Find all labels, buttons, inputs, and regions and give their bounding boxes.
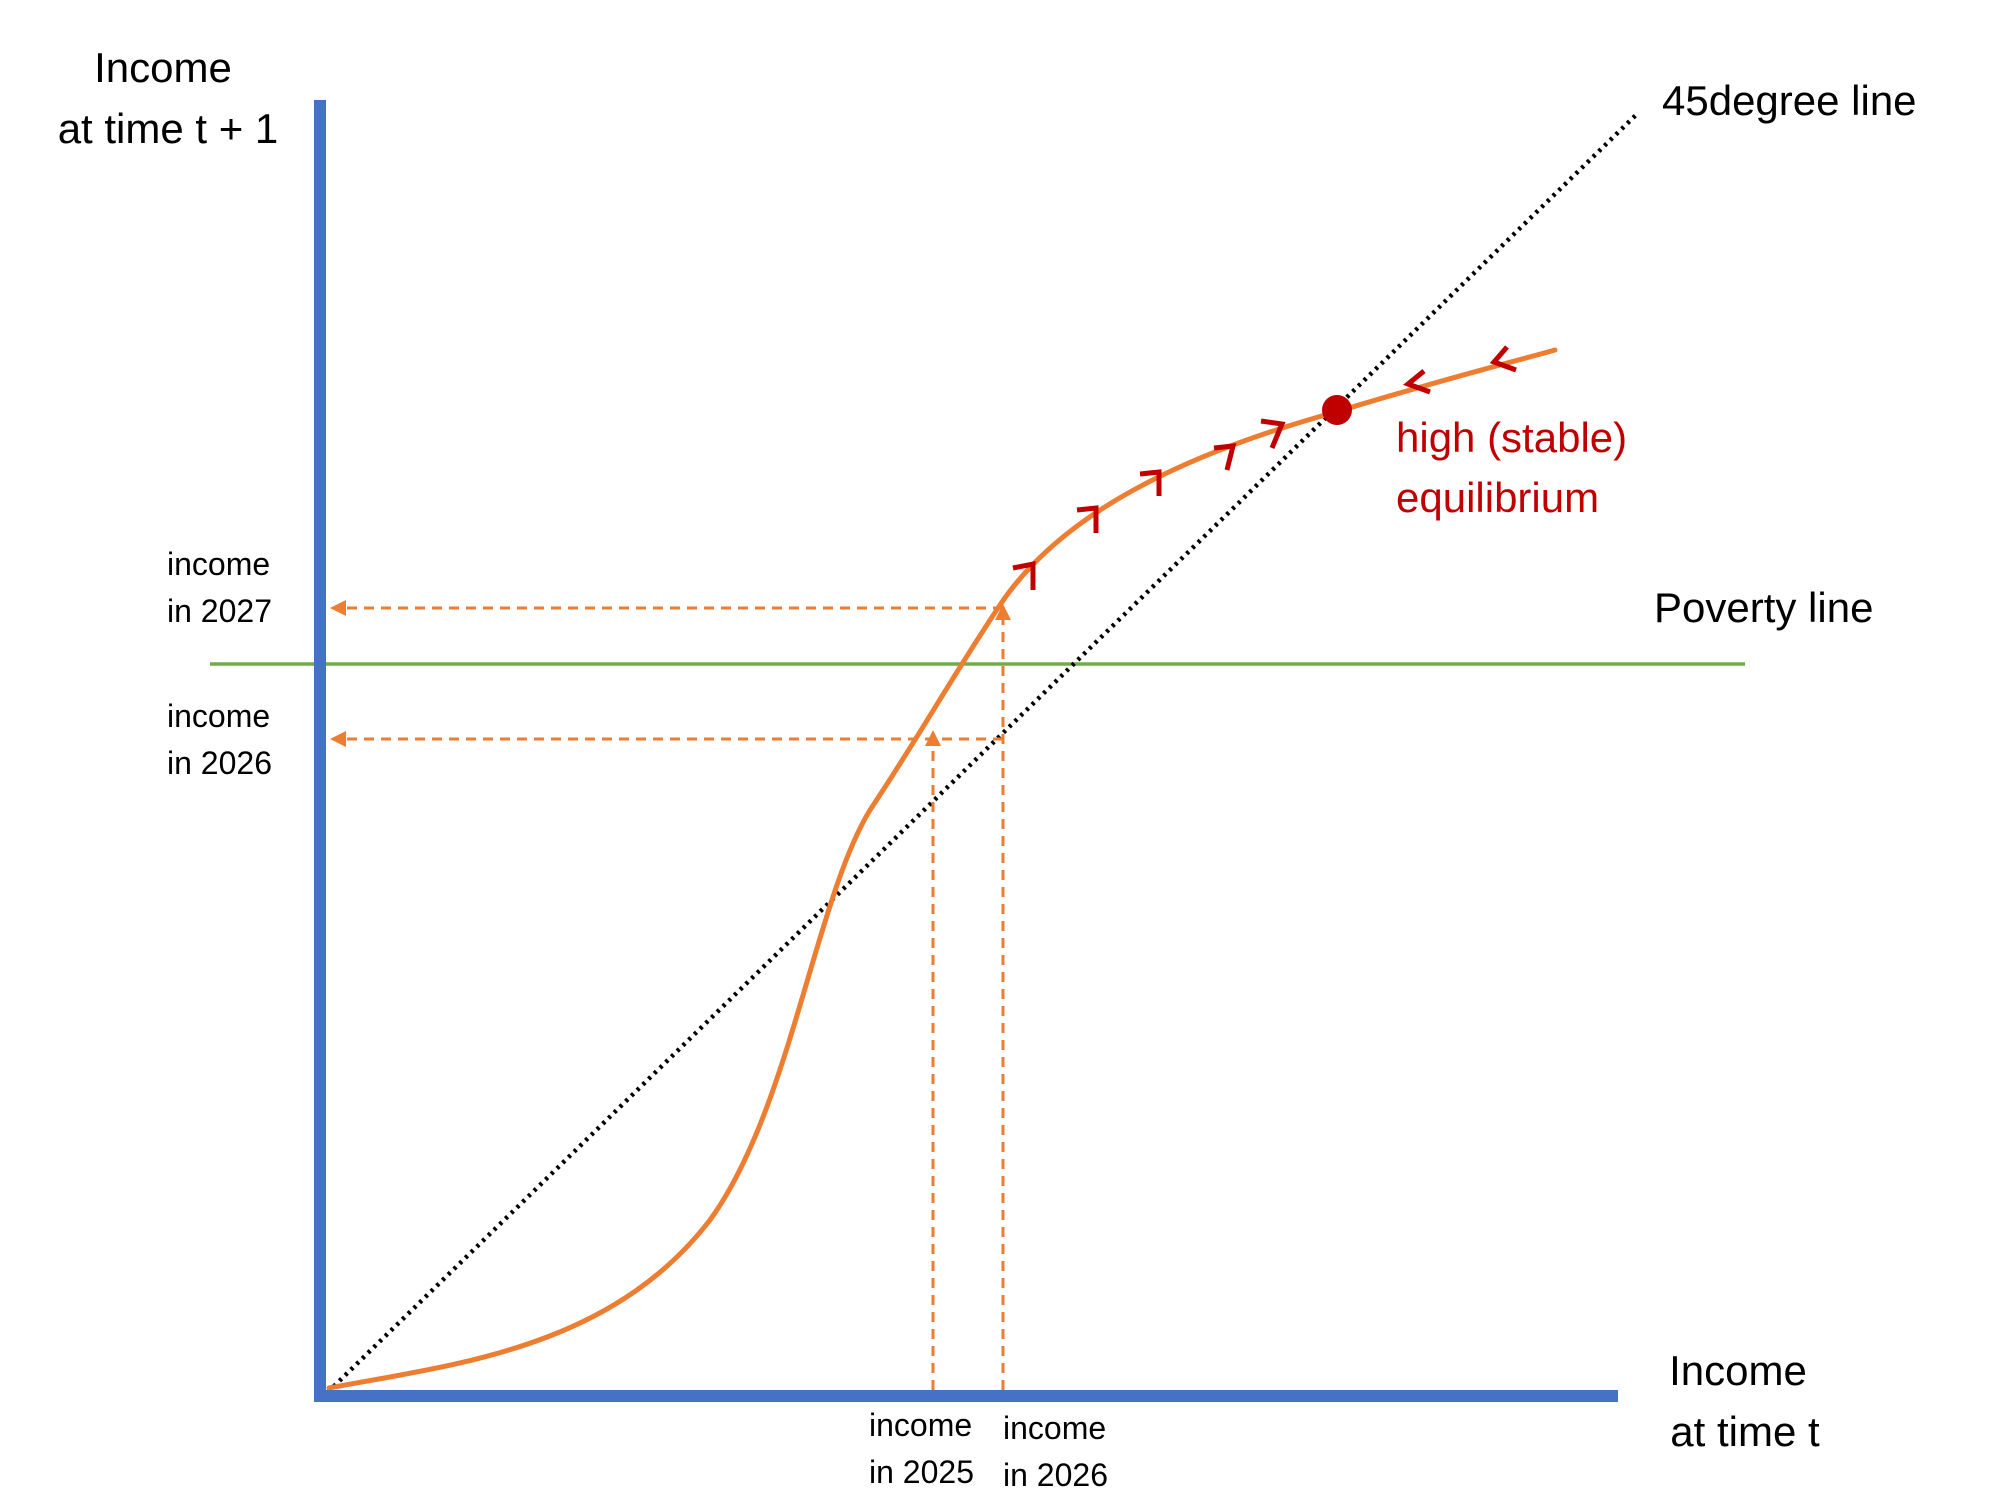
arrowhead-up-2026 (995, 604, 1011, 620)
direction-mark (1139, 469, 1162, 496)
equilibrium-label-line2: equilibrium (1396, 474, 1599, 521)
y-label-2026-line1: income (167, 698, 270, 734)
x-label-2025-line2: in 2025 (869, 1454, 974, 1490)
forty-five-degree-line (326, 111, 1640, 1394)
equilibrium-point (1322, 395, 1352, 425)
direction-mark (1213, 443, 1237, 471)
direction-mark (1402, 369, 1431, 395)
y-axis-title-line1: Income (94, 44, 232, 91)
direction-mark (1076, 505, 1099, 533)
x-label-2026-line1: income (1003, 1410, 1106, 1446)
diagonal-label: 45degree line (1662, 77, 1917, 124)
y-label-2027-line2: in 2027 (167, 593, 272, 629)
y-axis-title-line2: at time t + 1 (58, 105, 279, 152)
income-dynamics-curve (326, 347, 1558, 1391)
direction-marks (1012, 345, 1517, 590)
direction-mark (1012, 560, 1036, 590)
poverty-line-label: Poverty line (1654, 584, 1873, 631)
arrowhead-left-2027 (330, 600, 346, 616)
arrowhead-left-2026 (330, 731, 346, 747)
projection-arrowheads (330, 600, 1011, 747)
equilibrium-label-line1: high (stable) (1396, 414, 1627, 461)
y-label-2027-line1: income (167, 546, 270, 582)
arrowhead-up-2025 (925, 730, 941, 746)
direction-mark (1260, 418, 1286, 449)
x-axis-title-line1: Income (1669, 1347, 1807, 1394)
x-label-2026-line2: in 2026 (1003, 1457, 1108, 1493)
direction-mark (1489, 345, 1517, 373)
x-label-2025-line1: income (869, 1407, 972, 1443)
projection-lines (345, 606, 1005, 1390)
x-axis-title-line2: at time t (1670, 1408, 1820, 1455)
y-label-2026-line2: in 2026 (167, 745, 272, 781)
